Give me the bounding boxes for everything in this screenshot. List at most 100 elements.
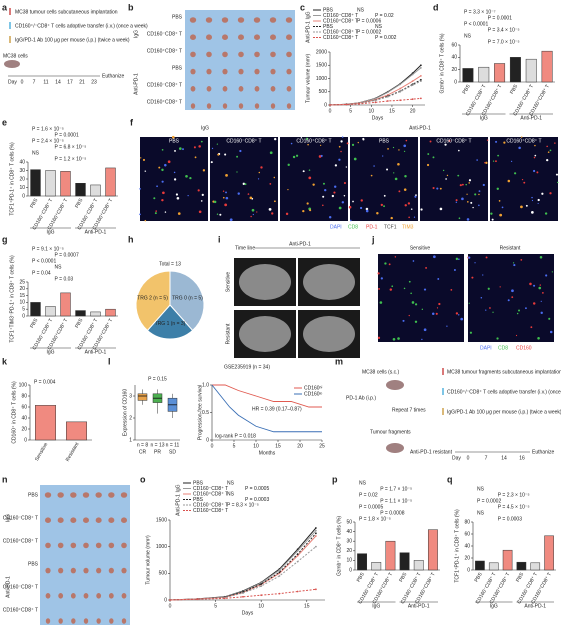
panel-label: c [300,2,305,12]
photo [40,485,130,625]
image-dot [455,312,459,315]
image-dot [514,172,517,175]
point [419,97,422,100]
legend-text: IgG/PD-1 Ab 100 μg per mouse (i.p.) (twi… [447,409,561,415]
image-dot [398,190,401,193]
legend-label: PBS [323,7,334,13]
image-dot [340,150,342,153]
y-axis-label: Progression-free survival [197,385,203,440]
panel-label: b [128,2,134,12]
tumour [238,86,244,92]
x-tick-label: PBS [515,571,526,583]
tumour [222,51,228,58]
legend-label: CD160ˡᵒ [304,391,322,397]
image-dot [412,260,415,262]
tumour [286,51,292,58]
image-dot [331,194,335,198]
image-dot [273,176,276,179]
image-dot [392,337,396,341]
pie-slice [146,304,194,340]
image-dot [229,218,233,222]
image-dot [171,135,175,139]
bar [502,549,513,571]
image-dot [250,215,252,218]
image-dot [459,184,462,187]
legend-label: PBS [193,480,204,486]
image-dot [142,158,146,162]
image-dot [139,188,141,190]
image-dot [271,212,274,215]
p-value: P = 9.1 × 10⁻⁵ [32,246,64,252]
image-dot [485,161,488,165]
p-value: NS [375,24,383,30]
panel-label: e [2,117,7,127]
image-dot [516,312,519,315]
tumour [45,542,51,549]
bar [60,292,71,317]
image-dot [471,276,474,279]
image-dot [438,302,441,306]
bar [371,562,382,571]
bar [544,535,554,571]
p-value: P = 0.004 [34,379,56,385]
photo [185,10,295,110]
image-dot [308,169,311,171]
image-dot [308,176,312,180]
image-dot [173,171,176,174]
image [140,137,208,221]
image-dot [489,307,491,309]
column-label: CD160⁺CD8⁺ T [506,138,541,144]
row-label: Resistant [225,323,231,344]
image-dot [167,160,171,164]
image-dot [403,144,407,148]
legend-label: CD160⁻CD8⁺ T [193,486,228,492]
p-value: P = 0.0003 [245,497,269,503]
x-tick-label: 0 [169,603,172,609]
image-dot [161,180,164,183]
tumour [58,567,64,574]
image-dot [187,194,189,197]
y-tick-label: 500 [319,89,328,95]
image-dot [469,331,473,334]
bar [60,171,71,197]
image-dot [503,141,506,144]
x-tick-label: PBS [29,317,40,329]
tumour [108,567,114,574]
p-value: P = 0.0002 [357,29,381,35]
image-dot [402,319,405,322]
image-dot [525,307,527,310]
legend-label: CD160ʰⁱ [304,384,322,391]
image-dot [405,139,408,142]
tumour [254,86,260,92]
box [137,393,148,401]
point [314,545,317,548]
p-value: P < 0.0001 [464,21,488,27]
ct-body [303,316,355,352]
y-tick-label: 10 [19,185,25,191]
image-dot [333,191,336,194]
bar [525,58,537,83]
image-dot [397,337,400,340]
y-axis-label: Tumour volume (mm³) [305,54,311,104]
point [374,99,377,102]
y-tick-label: 20 [464,555,470,561]
image-dot [485,256,488,259]
image-dot [549,192,552,195]
image-dot [295,154,299,157]
bar [541,50,553,83]
image-dot [273,137,277,141]
image-dot [497,154,500,157]
point [411,84,414,87]
image-dot [466,200,469,203]
tumour [108,517,115,523]
tumour [108,492,115,498]
image-dot [156,185,158,188]
panel-label: g [2,234,8,244]
timeline-label: Time line [235,245,255,251]
tumour [83,593,89,599]
bar [530,562,541,571]
image-dot [161,168,164,172]
p-value: P = 0.02 [359,492,378,498]
p-value: P = 1.7 × 10⁻⁵ [380,486,412,492]
image-dot [512,262,515,264]
